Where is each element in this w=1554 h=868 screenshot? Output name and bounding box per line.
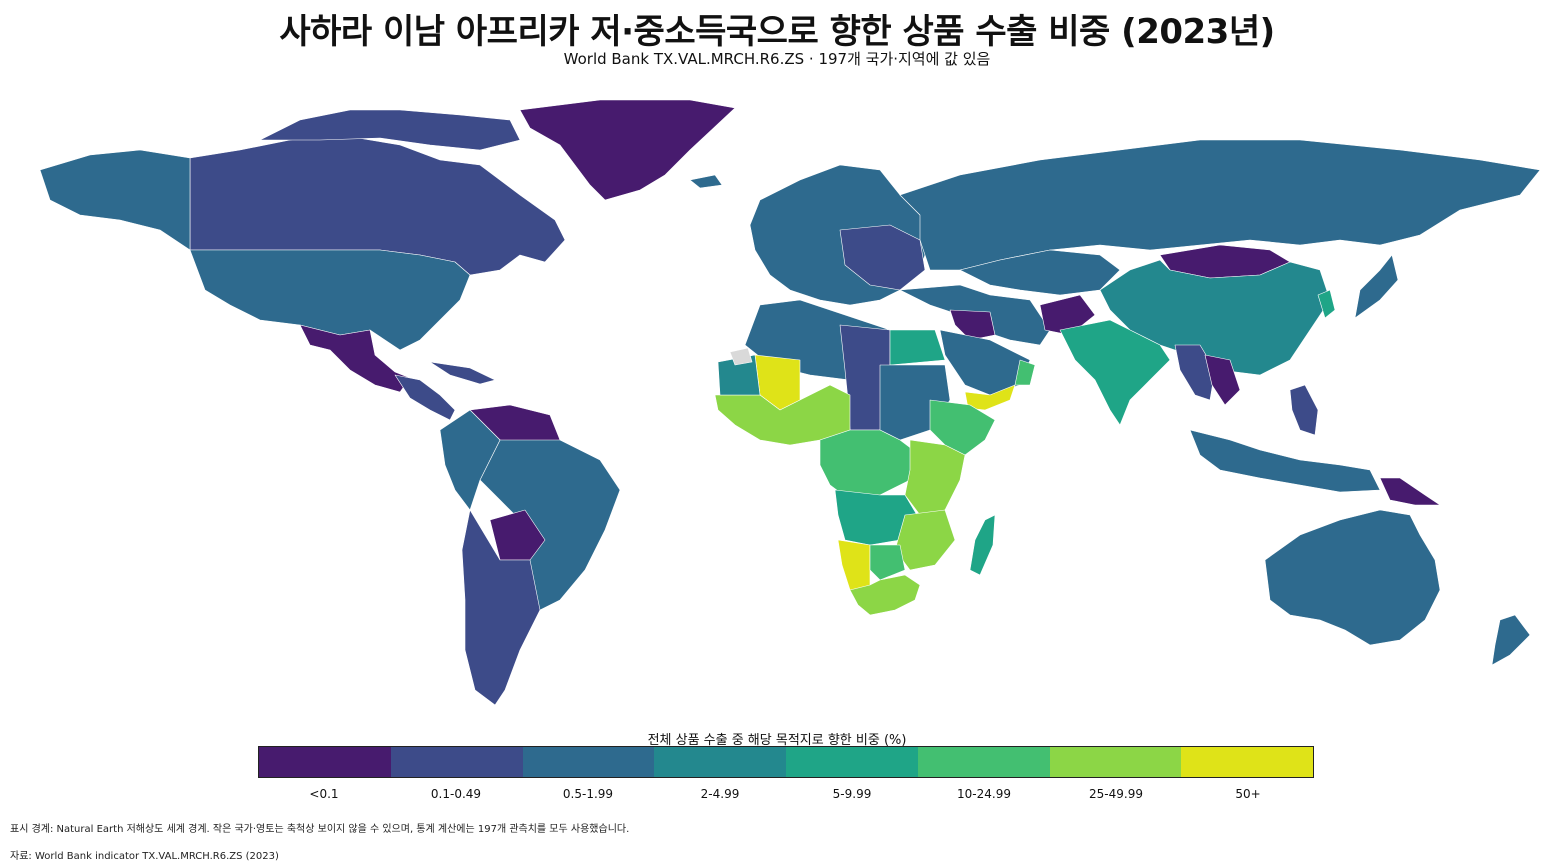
region-bolivia: [489, 509, 546, 561]
legend-swatch: [786, 747, 918, 777]
region-namibia: [837, 539, 871, 591]
region-new-zealand: [1491, 614, 1531, 666]
legend-swatch: [1181, 747, 1313, 777]
region-papua-new-guinea: [1379, 477, 1441, 506]
legend-swatch: [522, 747, 655, 777]
region-korea: [1317, 289, 1336, 319]
region-iceland: [689, 174, 723, 189]
region-australia: [1264, 509, 1441, 646]
region-philippines: [1289, 384, 1319, 436]
region-south-africa: [849, 574, 921, 616]
region-madagascar: [969, 514, 996, 576]
legend-tick-label: 2-4.99: [700, 787, 740, 801]
legend-tick-label: 50+: [1235, 787, 1261, 801]
region-eastern-europe: [839, 224, 926, 291]
region-east-africa: [904, 439, 966, 516]
map-subtitle: World Bank TX.VAL.MRCH.R6.ZS · 197개 국가·지…: [563, 50, 991, 68]
legend-swatch: [390, 747, 523, 777]
region-greenland: [519, 99, 736, 201]
legend-swatch: [259, 747, 391, 777]
region-horn-of-africa: [929, 399, 996, 456]
legend-swatch: [917, 747, 1050, 777]
legend-tick-label: 5-9.99: [832, 787, 872, 801]
region-central-america: [394, 374, 456, 421]
region-brazil: [479, 439, 621, 611]
region-laos-vietnam: [1204, 354, 1241, 406]
map-title: 사하라 이남 아프리카 저·중소득국으로 향한 상품 수출 비중 (2023년): [279, 12, 1275, 52]
region-iraq-syria: [949, 309, 996, 341]
region-andes-west: [439, 409, 501, 511]
region-caribbean: [429, 361, 496, 385]
footnote-source: 자료: World Bank indicator TX.VAL.MRCH.R6.…: [10, 851, 279, 862]
region-no-data: [729, 347, 753, 366]
footnote-boundaries: 표시 경계: Natural Earth 저해상도 세계 경계. 작은 국가·영…: [10, 824, 630, 835]
region-egypt: [889, 329, 946, 366]
legend-swatch: [654, 747, 786, 777]
region-oman: [1014, 359, 1036, 386]
legend-tick-labels: <0.1 0.1-0.49 0.5-1.99 2-4.99 5-9.99 10-24.99…: [258, 787, 1314, 801]
region-alaska: [39, 149, 191, 251]
region-myanmar-thailand: [1174, 344, 1216, 401]
region-argentina-chile: [461, 509, 541, 706]
region-kazakhstan: [959, 249, 1121, 296]
region-botswana: [869, 544, 906, 581]
legend-tick-label: <0.1: [309, 787, 339, 801]
legend-tick-label: 0.5-1.99: [562, 787, 614, 801]
region-canada-arctic-islands: [259, 109, 521, 151]
region-afghanistan: [1039, 294, 1096, 336]
region-mozambique-zimbabwe: [894, 509, 956, 571]
legend-colorbar: [258, 746, 1314, 778]
legend-title: 전체 상품 수출 중 해당 목적지로 향한 비중 (%): [647, 733, 907, 748]
legend-tick-label: 10-24.99: [957, 787, 1011, 801]
legend-tick-label: 25-49.99: [1089, 787, 1143, 801]
region-india: [1059, 319, 1171, 426]
world-choropleth-map: [0, 78, 1554, 728]
legend-tick-label: 0.1-0.49: [430, 787, 482, 801]
legend-swatch: [1049, 747, 1182, 777]
region-japan: [1354, 254, 1399, 319]
region-usa: [189, 249, 471, 351]
region-central-africa: [819, 429, 921, 501]
region-indonesia-malaysia: [1189, 429, 1381, 493]
